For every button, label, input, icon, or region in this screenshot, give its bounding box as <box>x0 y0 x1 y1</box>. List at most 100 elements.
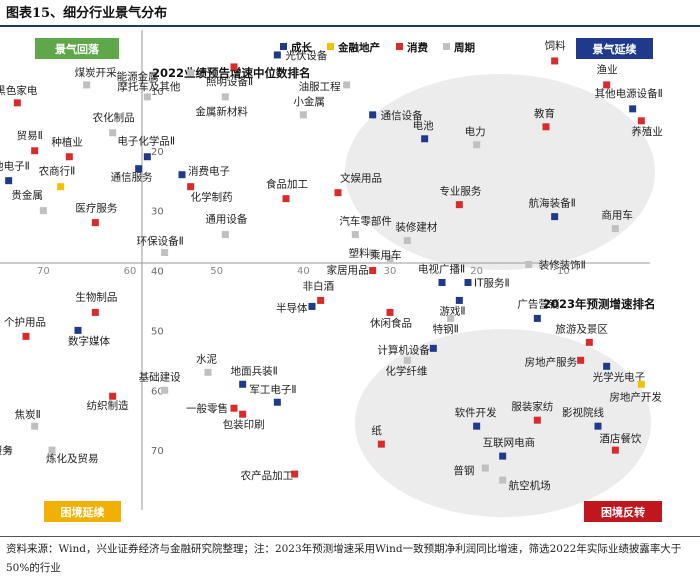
quadrant-label-top-left-box <box>35 38 119 59</box>
point-label-65: 包装印刷 <box>223 418 265 431</box>
legend-swatch-4 <box>443 43 450 50</box>
point-11 <box>421 135 429 143</box>
point-13 <box>551 57 559 65</box>
y-tick-label: 20 <box>151 147 164 158</box>
point-label-62: 房地产开发 <box>609 390 662 403</box>
point-22 <box>5 177 13 185</box>
point-label-69: 焦炭Ⅱ <box>15 408 41 421</box>
point-2 <box>83 81 91 89</box>
highlight-ellipse-bottom <box>355 329 651 517</box>
quadrant-label-bottom-left: 困境延续 <box>61 505 105 519</box>
point-label-61: 纺织制造 <box>87 399 129 412</box>
legend-swatch-1 <box>280 43 287 50</box>
legend-swatch-2 <box>327 43 334 50</box>
point-45 <box>308 302 316 310</box>
point-49 <box>533 314 541 322</box>
point-label-5: 照明设备Ⅱ <box>206 75 253 88</box>
point-label-33: 商用车 <box>601 209 633 222</box>
point-label-43: IT服务Ⅱ <box>474 276 510 289</box>
point-label-11: 电池 <box>413 119 434 132</box>
point-15 <box>629 105 637 113</box>
point-label-50: 特钢Ⅱ <box>433 322 459 335</box>
y-tick-label: 60 <box>151 386 164 397</box>
quadrant-label-bottom-right-box <box>584 501 662 522</box>
point-58 <box>204 368 212 376</box>
legend-item-1: 成长 <box>291 41 312 54</box>
point-label-26: 化学制药 <box>191 191 233 204</box>
point-label-10: 通信设备 <box>381 109 423 122</box>
point-26 <box>187 183 195 191</box>
point-label-32: 航海装备Ⅱ <box>529 197 576 210</box>
point-label-66: 软件开发 <box>455 406 497 419</box>
point-label-77: 航空机场 <box>509 479 551 492</box>
point-label-68: 影视院线 <box>562 406 604 419</box>
point-label-46: 游戏Ⅱ <box>439 304 465 317</box>
point-21 <box>143 153 151 161</box>
point-label-20: 种植业 <box>51 136 82 149</box>
point-label-67: 服装家纺 <box>511 400 553 413</box>
point-label-30: 医疗服务 <box>75 202 117 215</box>
point-24 <box>135 165 143 173</box>
point-72 <box>377 440 385 448</box>
point-29 <box>39 207 47 215</box>
y-tick-label: 40 <box>151 267 164 278</box>
point-label-40: 装修装饰Ⅱ <box>539 259 586 272</box>
point-17 <box>542 123 550 131</box>
figure-title: 图表15、细分行业景气分布 <box>6 6 168 21</box>
point-label-49: 广告营销 <box>517 297 559 310</box>
point-44 <box>317 296 325 304</box>
point-label-52: 数字媒体 <box>68 334 110 347</box>
y-tick-label: 70 <box>151 446 164 457</box>
point-25 <box>178 171 186 179</box>
point-69 <box>31 422 39 430</box>
point-label-15: 其他电源设备Ⅱ <box>595 87 663 100</box>
point-35 <box>161 249 169 257</box>
point-label-7: 油服工程 <box>299 80 341 93</box>
quadrant-label-bottom-left-box <box>44 501 121 522</box>
point-19 <box>31 147 39 155</box>
point-label-4: 能源金属 <box>117 70 159 83</box>
point-18 <box>109 129 117 137</box>
point-label-38: 塑料 <box>349 247 370 260</box>
point-label-17: 教育 <box>534 107 555 120</box>
point-label-70: 汽车服务 <box>0 444 13 457</box>
legend-swatch-3 <box>396 43 403 50</box>
point-label-31: 专业服务 <box>439 185 481 198</box>
point-6 <box>273 51 281 59</box>
point-41 <box>369 267 377 274</box>
legend-item-4: 周期 <box>454 41 475 54</box>
point-62 <box>637 380 645 388</box>
point-label-58: 水泥 <box>196 352 217 365</box>
point-label-16: 养殖业 <box>631 125 663 138</box>
point-label-55: 房地产服务 <box>525 355 578 368</box>
source-note: 资料来源：Wind，兴业证券经济与金融研究院整理；注：2023年预测增速采用Wi… <box>6 543 682 574</box>
point-30 <box>91 219 99 227</box>
point-label-8: 金属新材料 <box>195 105 248 118</box>
point-5 <box>230 63 238 71</box>
point-38 <box>369 249 377 257</box>
point-73 <box>611 446 619 454</box>
point-42 <box>438 278 446 286</box>
quadrant-label-top-left: 景气回落 <box>54 42 100 56</box>
point-label-23: 农商行Ⅱ <box>39 165 76 178</box>
x-tick-label: 20 <box>470 266 483 277</box>
point-8 <box>221 93 229 101</box>
point-9 <box>299 111 307 119</box>
point-label-72: 纸 <box>371 424 382 437</box>
point-label-3: 摩托车及其他 <box>117 80 180 93</box>
point-28 <box>334 189 342 197</box>
point-59 <box>239 380 247 388</box>
point-label-13: 饲料 <box>545 39 566 52</box>
point-label-27: 食品加工 <box>266 178 308 191</box>
point-64 <box>230 404 238 412</box>
point-label-42: 电视广播Ⅱ <box>418 262 465 275</box>
point-12 <box>473 141 481 149</box>
point-label-44: 非白酒 <box>303 279 335 292</box>
legend-item-3: 消费 <box>407 41 428 54</box>
point-label-74: 互联网电商 <box>483 436 535 449</box>
point-label-1: 黑色家电 <box>0 84 38 97</box>
quadrant-label-bottom-right: 困境反转 <box>601 505 645 519</box>
point-label-63: 军工电子Ⅱ <box>249 383 296 396</box>
point-56 <box>403 356 411 364</box>
point-34 <box>221 231 229 239</box>
